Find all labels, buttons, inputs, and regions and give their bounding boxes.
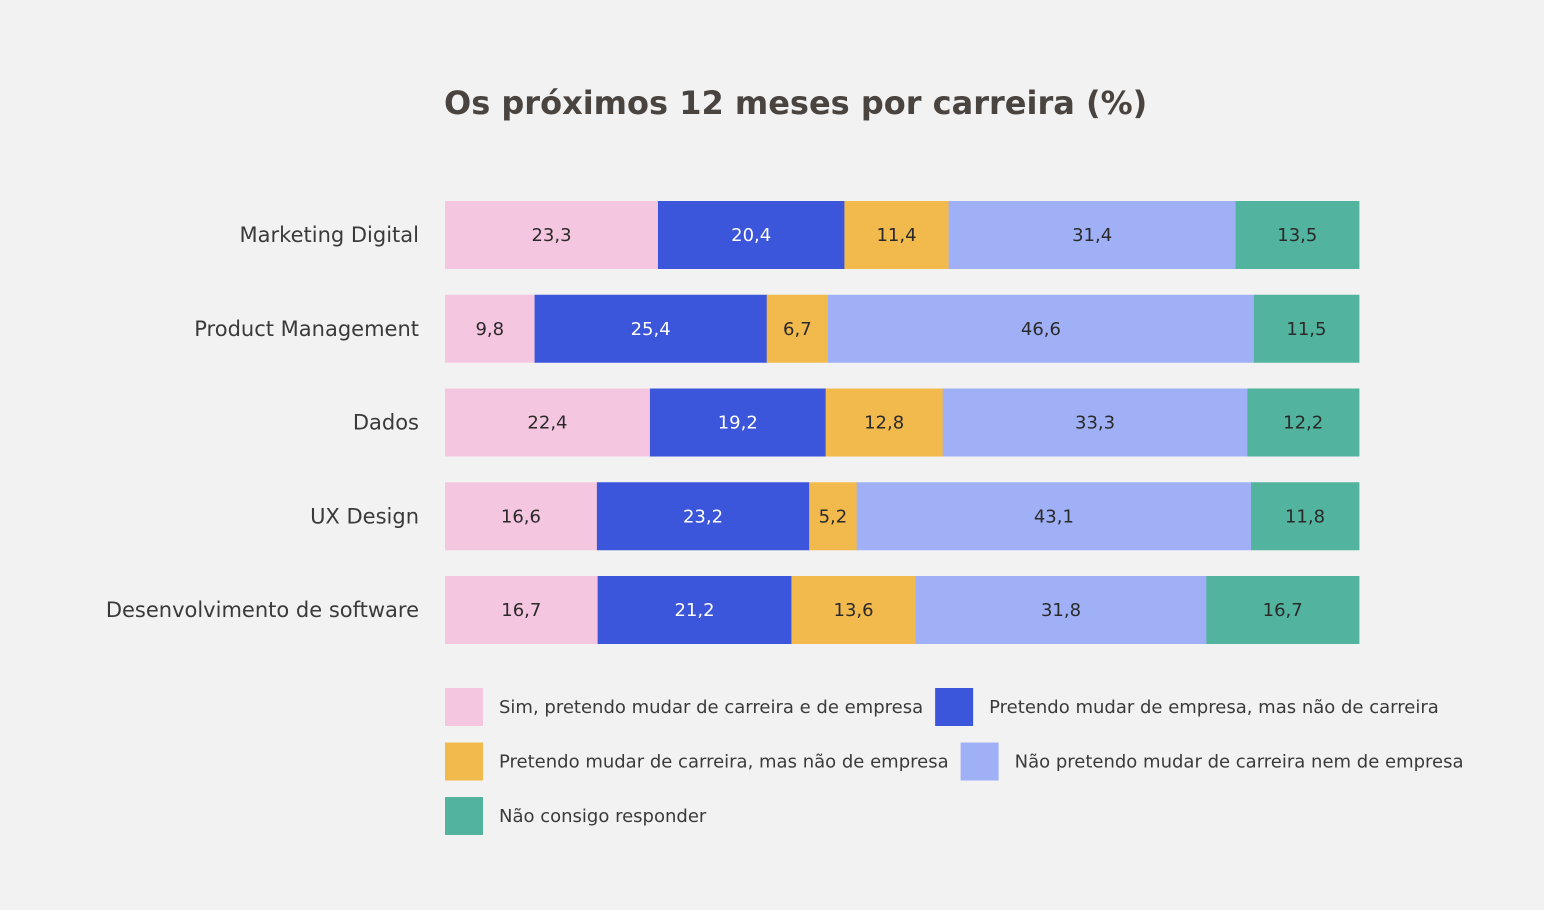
bar-segment xyxy=(844,201,950,269)
legend-label: Não pretendo mudar de carreira nem de em… xyxy=(1015,752,1464,773)
data-label: 21,2 xyxy=(674,600,714,621)
data-label: 22,4 xyxy=(527,413,567,434)
bar-segment xyxy=(1206,576,1360,644)
data-label: 11,5 xyxy=(1286,319,1326,340)
legend-label: Não consigo responder xyxy=(499,806,707,827)
bar-segment xyxy=(534,294,768,363)
data-label: 9,8 xyxy=(475,319,504,340)
bar-segment xyxy=(1251,482,1360,551)
legend-item: Não consigo responder xyxy=(445,797,707,835)
data-label: 16,7 xyxy=(501,600,541,621)
data-label: 31,8 xyxy=(1041,600,1081,621)
bar-segment xyxy=(766,294,829,363)
data-label: 20,4 xyxy=(731,225,771,246)
legend-swatch xyxy=(935,688,974,726)
category-label: Dados xyxy=(353,411,419,435)
data-label: 16,6 xyxy=(501,506,541,527)
legend-item: Não pretendo mudar de carreira nem de em… xyxy=(960,742,1464,781)
bar-segment xyxy=(809,482,858,551)
data-label: 12,8 xyxy=(864,413,904,434)
legend-swatch xyxy=(445,688,483,726)
data-label: 11,8 xyxy=(1285,506,1325,527)
data-label: 19,2 xyxy=(718,413,758,434)
data-label: 25,4 xyxy=(631,319,671,340)
bar-segment xyxy=(942,388,1248,457)
data-label: 11,4 xyxy=(876,225,916,246)
legend-swatch xyxy=(960,742,999,781)
data-label: 13,5 xyxy=(1277,225,1317,246)
category-label: Desenvolvimento de software xyxy=(106,598,419,622)
legend-item: Pretendo mudar de carreira, mas não de e… xyxy=(445,742,949,781)
data-label: 46,6 xyxy=(1021,319,1061,340)
bar-segment xyxy=(948,201,1237,269)
category-label: Marketing Digital xyxy=(240,223,419,247)
bar-segment xyxy=(596,482,810,551)
data-label: 6,7 xyxy=(783,319,812,340)
data-label: 12,2 xyxy=(1283,413,1323,434)
legend-item: Pretendo mudar de empresa, mas não de ca… xyxy=(935,688,1439,726)
legend-item: Sim, pretendo mudar de carreira e de emp… xyxy=(445,688,923,726)
bar-segment xyxy=(649,388,827,457)
bar-segment xyxy=(445,576,599,644)
bar-segment xyxy=(915,576,1207,644)
bar-segment xyxy=(1247,388,1360,457)
data-label: 13,6 xyxy=(834,600,874,621)
bar-segment xyxy=(856,482,1252,551)
bar-row-4: Desenvolvimento de software 16,7 21,2 13,6 3… xyxy=(106,576,1360,644)
data-label: 16,7 xyxy=(1263,600,1303,621)
legend-label: Sim, pretendo mudar de carreira e de emp… xyxy=(499,697,923,718)
legend-label: Pretendo mudar de carreira, mas não de e… xyxy=(499,752,949,773)
legend: Sim, pretendo mudar de carreira e de emp… xyxy=(445,688,1464,835)
category-label: UX Design xyxy=(310,504,419,528)
data-label: 23,3 xyxy=(531,225,571,246)
category-label: Product Management xyxy=(194,317,419,341)
bar-segment xyxy=(825,388,944,457)
bar-segment xyxy=(597,576,792,644)
bar-row-1: Product Management 9,8 25,4 6,7 46,6 11,5 xyxy=(194,294,1360,363)
bar-segment xyxy=(445,201,659,269)
bar-segment xyxy=(1235,201,1360,269)
data-label: 5,2 xyxy=(819,506,848,527)
bar-segment xyxy=(445,294,535,363)
bar-segment xyxy=(827,294,1255,363)
data-label: 23,2 xyxy=(683,506,723,527)
legend-swatch xyxy=(445,742,483,781)
bar-segment xyxy=(445,482,598,551)
chart-title: Os próximos 12 meses por carreira (%) xyxy=(444,84,1148,122)
bar-segment xyxy=(1253,294,1360,363)
bar-row-3: UX Design 16,6 23,2 5,2 43,1 11,8 xyxy=(310,482,1360,551)
bar-row-0: Marketing Digital 23,3 20,4 11,4 31,4 13,5 xyxy=(240,201,1360,269)
legend-swatch xyxy=(445,797,483,835)
bar-segment xyxy=(791,576,917,644)
bar-row-2: Dados 22,4 19,2 12,8 33,3 12,2 xyxy=(353,388,1360,457)
data-label: 33,3 xyxy=(1075,413,1115,434)
data-label: 43,1 xyxy=(1034,506,1074,527)
bar-segment xyxy=(657,201,845,269)
legend-label: Pretendo mudar de empresa, mas não de ca… xyxy=(989,697,1439,718)
data-label: 31,4 xyxy=(1072,225,1112,246)
bar-segment xyxy=(445,388,651,457)
